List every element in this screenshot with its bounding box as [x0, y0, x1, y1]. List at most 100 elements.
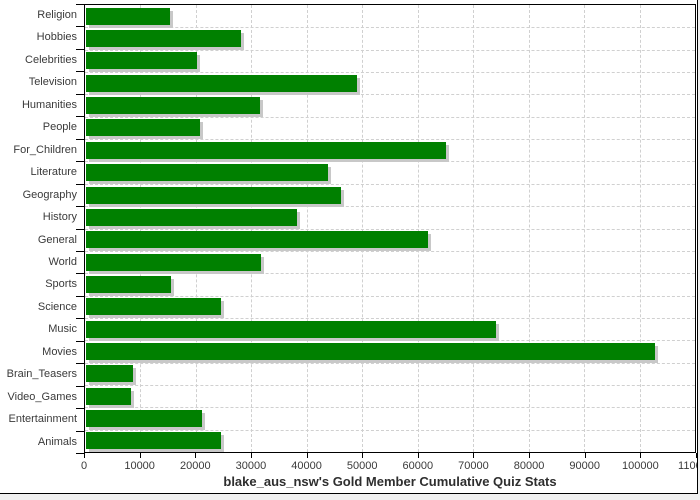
y-tick	[76, 251, 84, 252]
h-gridline	[85, 161, 695, 163]
h-gridline	[85, 228, 695, 230]
x-tick-label: 10000	[124, 460, 155, 472]
x-tick-label: 30000	[235, 460, 267, 472]
bar	[86, 365, 134, 383]
bar	[86, 208, 298, 226]
y-tick	[76, 26, 84, 27]
x-tick-label: 0	[80, 460, 88, 472]
y-tick	[76, 4, 84, 5]
x-tick-label: 40000	[291, 460, 322, 472]
bar	[86, 119, 200, 137]
category-label: Music	[48, 323, 77, 336]
x-tick-label: 100000	[622, 460, 659, 472]
h-gridline	[85, 206, 695, 208]
bar	[86, 320, 497, 338]
y-tick	[76, 273, 84, 274]
h-gridline	[85, 273, 695, 275]
bar	[86, 52, 197, 70]
x-tick	[529, 453, 531, 458]
category-label: Movies	[42, 345, 77, 358]
category-label: General	[37, 233, 77, 246]
h-gridline	[85, 340, 695, 342]
x-tick	[417, 453, 419, 458]
y-tick	[76, 408, 84, 409]
category-label: People	[42, 121, 77, 134]
y-tick	[76, 139, 84, 140]
category-label: Religion	[37, 9, 77, 21]
category-label: Video_Games	[7, 390, 77, 403]
category-label: Science	[37, 300, 77, 313]
y-tick	[76, 71, 84, 72]
bar	[86, 141, 446, 159]
category-label: For_Children	[13, 143, 77, 156]
bar	[86, 164, 328, 182]
y-tick	[76, 386, 84, 387]
h-gridline	[85, 250, 695, 252]
category-label: Television	[28, 76, 77, 89]
category-label: Brain_Teasers	[6, 368, 77, 381]
bar	[86, 7, 171, 25]
chart-title: blake_aus_nsw's Gold Member Cumulative Q…	[223, 474, 557, 489]
x-tick-label: 20000	[179, 460, 211, 472]
bar	[86, 30, 241, 48]
bar	[86, 253, 261, 271]
category-label: Hobbies	[36, 31, 77, 44]
x-tick	[696, 453, 697, 458]
y-tick	[76, 94, 84, 95]
x-tick-label: 80000	[513, 460, 545, 472]
h-gridline	[85, 72, 695, 74]
h-gridline	[85, 362, 695, 364]
h-gridline	[85, 429, 695, 431]
y-tick	[76, 229, 84, 230]
y-tick	[76, 318, 84, 319]
y-tick	[76, 116, 84, 117]
x-tick	[84, 453, 85, 458]
x-tick	[584, 453, 586, 458]
x-tick-label: 90000	[569, 460, 601, 472]
bar	[86, 275, 171, 293]
x-tick	[139, 453, 141, 458]
h-gridline	[85, 49, 695, 51]
category-label: Sports	[45, 278, 77, 291]
category-label: Animals	[37, 435, 77, 448]
bar	[86, 186, 341, 204]
bar	[86, 410, 203, 427]
y-tick	[76, 184, 84, 185]
h-gridline	[85, 94, 695, 96]
bar	[86, 342, 655, 360]
bar	[86, 387, 132, 405]
h-gridline	[85, 384, 695, 386]
bar	[86, 74, 357, 92]
x-tick	[473, 453, 475, 458]
x-tick-label: 110000	[678, 460, 697, 472]
x-tick-label: 60000	[402, 460, 434, 472]
h-gridline	[85, 116, 695, 118]
x-tick-label: 50000	[346, 460, 378, 472]
y-tick	[76, 296, 84, 297]
y-tick	[76, 431, 84, 432]
x-tick	[250, 453, 252, 458]
y-tick	[76, 363, 84, 364]
category-label: Entertainment	[8, 413, 77, 426]
bar	[86, 298, 222, 316]
x-tick-label: 70000	[458, 460, 489, 472]
plot-area	[84, 4, 696, 453]
h-gridline	[85, 139, 695, 141]
y-tick	[76, 453, 84, 454]
x-tick	[306, 453, 308, 458]
x-tick	[195, 453, 197, 458]
h-gridline	[85, 295, 695, 297]
bar	[86, 97, 261, 115]
h-gridline	[85, 27, 695, 29]
y-tick	[76, 206, 84, 207]
category-label: Literature	[30, 166, 77, 179]
bar	[86, 231, 428, 249]
category-label: Geography	[22, 188, 77, 201]
h-gridline	[85, 183, 695, 185]
x-tick	[362, 453, 364, 458]
y-tick	[76, 49, 84, 50]
y-tick	[76, 161, 84, 162]
category-label: History	[42, 211, 77, 224]
category-label: Humanities	[21, 98, 77, 111]
